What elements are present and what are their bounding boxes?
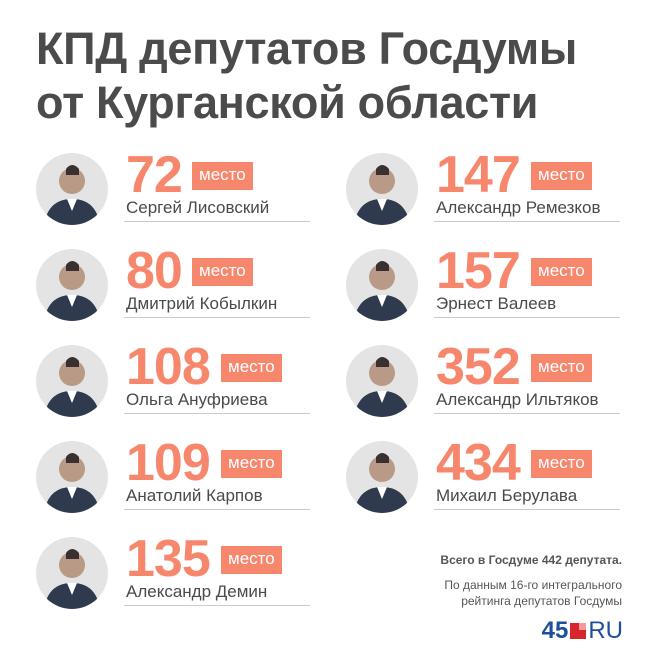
rank-number: 352 (436, 338, 521, 396)
rank-badge: место (221, 546, 282, 574)
deputy-card: 109 место Анатолий Карпов (36, 436, 316, 526)
rank-badge: место (221, 450, 282, 478)
avatar (36, 153, 108, 225)
person-photo-icon (44, 261, 100, 321)
divider (434, 221, 620, 222)
person-photo-icon (354, 165, 410, 225)
rank-badge: место (531, 450, 592, 478)
rank-number: 434 (436, 434, 521, 492)
deputy-card: 80 место Дмитрий Кобылкин (36, 244, 316, 334)
avatar (36, 345, 108, 417)
avatar (36, 249, 108, 321)
rank-number: 135 (126, 530, 211, 588)
deputy-name: Ольга Ануфриева (126, 390, 268, 409)
deputy-card: 135 место Александр Демин (36, 532, 316, 622)
rank-badge: место (192, 258, 253, 286)
person-photo-icon (354, 357, 410, 417)
avatar (36, 537, 108, 609)
divider (124, 605, 310, 606)
person-photo-icon (354, 261, 410, 321)
page-title: КПД депутатов Госдумы от Курганской обла… (36, 23, 578, 128)
person-photo-icon (44, 165, 100, 225)
rank-number: 147 (436, 146, 521, 204)
deputy-name: Сергей Лисовский (126, 198, 270, 217)
divider (124, 413, 310, 414)
logo-45ru: 45 RU (541, 617, 623, 644)
deputy-card: 157 место Эрнест Валеев (346, 244, 626, 334)
rank-badge: место (531, 258, 592, 286)
avatar (346, 345, 418, 417)
rank-number: 109 (126, 434, 211, 492)
rank-badge: место (221, 354, 282, 382)
deputy-name: Эрнест Валеев (436, 294, 557, 313)
divider (434, 413, 620, 414)
person-photo-icon (44, 549, 100, 609)
divider (124, 317, 310, 318)
deputy-card: 434 место Михаил Берулава (346, 436, 626, 526)
deputy-card: 108 место Ольга Ануфриева (36, 340, 316, 430)
rank-badge: место (531, 162, 592, 190)
avatar (36, 441, 108, 513)
deputy-name: Александр Демин (126, 582, 268, 601)
deputy-card: 352 место Александр Ильтяков (346, 340, 626, 430)
logo-square-icon (570, 623, 587, 639)
total-note: Всего в Госдуме 442 депутата. (440, 553, 622, 567)
deputy-card: 147 место Александр Ремезков (346, 148, 626, 238)
deputy-name: Александр Ремезков (436, 198, 601, 217)
rank-badge: место (531, 354, 592, 382)
avatar (346, 249, 418, 321)
rank-number: 80 (126, 242, 183, 300)
source-note: По данным 16-го интегрального рейтинга д… (444, 578, 622, 608)
person-photo-icon (354, 453, 410, 513)
deputy-name: Дмитрий Кобылкин (126, 294, 278, 313)
rank-number: 72 (126, 146, 183, 204)
rank-badge: место (192, 162, 253, 190)
avatar (346, 441, 418, 513)
rank-number: 108 (126, 338, 211, 396)
person-photo-icon (44, 357, 100, 417)
deputy-name: Анатолий Карпов (126, 486, 263, 505)
rank-number: 157 (436, 242, 521, 300)
deputy-name: Михаил Берулава (436, 486, 578, 505)
deputy-name: Александр Ильтяков (436, 390, 599, 409)
divider (124, 509, 310, 510)
avatar (346, 153, 418, 225)
divider (434, 317, 620, 318)
divider (434, 509, 620, 510)
deputy-card: 72 место Сергей Лисовский (36, 148, 316, 238)
divider (124, 221, 310, 222)
person-photo-icon (44, 453, 100, 513)
